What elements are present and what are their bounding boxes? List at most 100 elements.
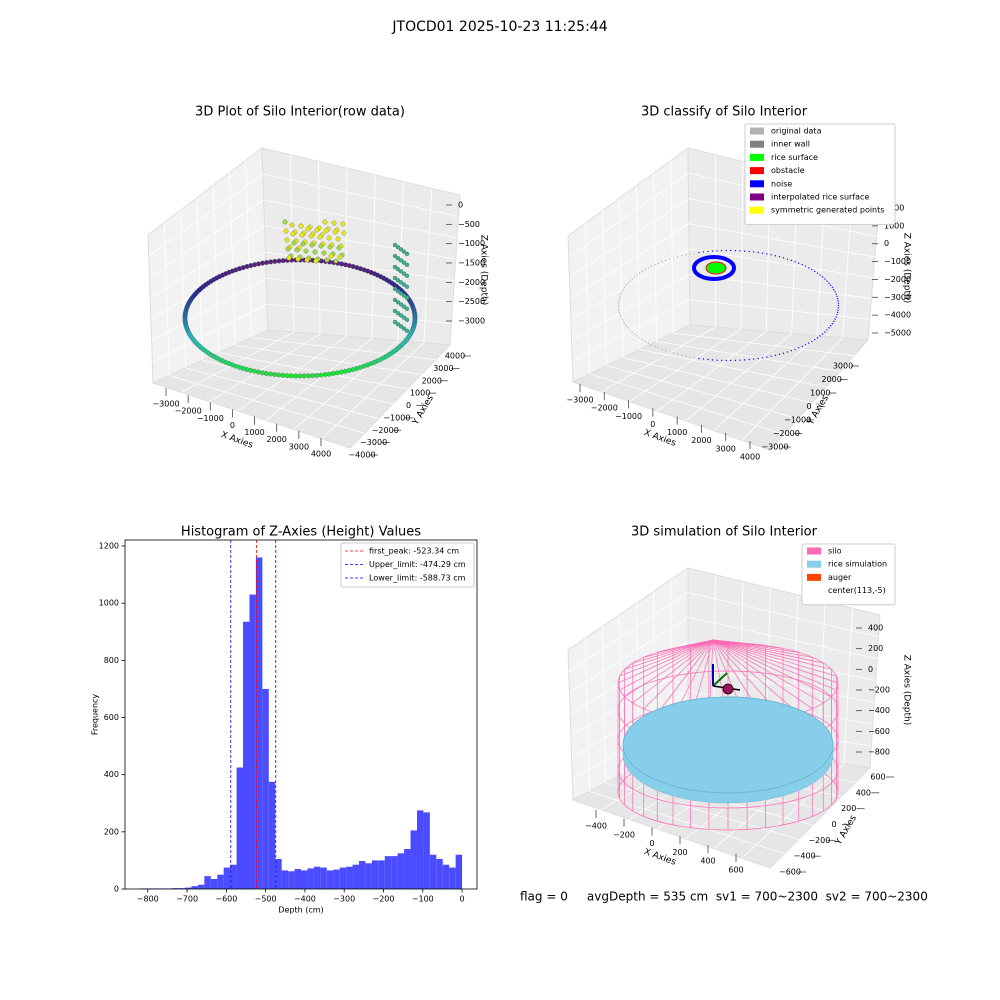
class-point <box>810 340 813 343</box>
legend-swatch <box>750 206 764 214</box>
class-point <box>618 300 620 302</box>
raw-point <box>252 262 258 268</box>
raw-point <box>404 295 410 300</box>
class-point <box>668 258 671 260</box>
silo-line <box>619 639 714 677</box>
y-axis-label: Y Axies <box>410 393 436 427</box>
z-tick-label: −3000 <box>884 293 911 302</box>
raw-point <box>392 319 398 325</box>
x-tick-label: 3000 <box>716 444 736 453</box>
histogram-bar <box>197 884 205 889</box>
histogram-bar <box>262 688 269 889</box>
class-cluster <box>705 261 727 275</box>
raw-point <box>260 260 266 266</box>
raw-point <box>327 244 333 250</box>
raw-point <box>342 368 348 374</box>
class-point <box>664 259 667 262</box>
raw-point <box>309 242 315 248</box>
raw-point <box>323 228 329 234</box>
class-point <box>831 322 834 325</box>
histogram-bar <box>301 870 308 889</box>
class-point <box>765 356 768 358</box>
pane-grid <box>196 197 393 405</box>
raw-point <box>317 234 323 240</box>
x-tick-label: 200 <box>672 848 687 857</box>
z-tick-label: 0 <box>868 665 873 674</box>
class-point <box>617 302 620 305</box>
pane-grid <box>321 188 433 440</box>
class-point <box>636 335 638 337</box>
y-tick-label: 800 <box>104 656 119 665</box>
class-point <box>834 318 836 321</box>
y-tick-label: 600 <box>870 773 885 782</box>
class-point <box>650 343 653 346</box>
figure-title: JTOCD01 2025-10-23 11:25:44 <box>391 19 607 35</box>
y-tick-label: 1000 <box>410 389 430 398</box>
class-point <box>804 265 807 268</box>
class-point <box>832 288 835 291</box>
histogram-bar <box>178 888 186 889</box>
raw-point <box>282 219 288 225</box>
class-point <box>831 286 834 289</box>
histogram-bar <box>326 870 334 889</box>
y-tick-label: 2000 <box>422 376 442 385</box>
raw-point <box>322 219 328 225</box>
class-point <box>618 309 620 311</box>
z-axis-label: Z Axies (Depth) <box>902 233 912 304</box>
class-point <box>828 282 830 284</box>
raw-point <box>401 282 407 287</box>
histogram-bar <box>384 856 392 889</box>
silo-line <box>712 639 839 684</box>
raw-point <box>398 291 404 296</box>
auger <box>722 683 734 695</box>
class-point <box>734 249 737 252</box>
raw-point <box>284 373 290 379</box>
x-tick-label: 600 <box>728 866 743 875</box>
pane-grid <box>619 614 813 826</box>
raw-point <box>401 293 407 298</box>
raw-point <box>264 260 270 265</box>
class-point <box>829 324 832 327</box>
pane-grid <box>713 181 826 431</box>
z-tick-label: −1000 <box>884 257 911 266</box>
pane-grid <box>670 160 855 357</box>
raw-point <box>294 247 300 253</box>
class-point <box>636 274 638 276</box>
raw-point <box>268 259 274 265</box>
histogram-bar <box>288 871 295 889</box>
pane-grid <box>572 299 870 362</box>
z-tick-label: 400 <box>868 624 883 633</box>
raw-point <box>322 372 328 378</box>
y-tick-label: −4000 <box>348 451 375 460</box>
raw-point <box>398 258 404 263</box>
pane-grid <box>569 616 878 694</box>
x-tick-label: 1000 <box>667 428 687 437</box>
silo-line <box>712 639 837 677</box>
class-point <box>661 260 663 263</box>
class-point <box>790 349 793 352</box>
x-tick-label: −200 <box>373 895 395 904</box>
raw-point <box>404 273 410 278</box>
class-point <box>821 333 824 335</box>
raw-point <box>304 257 310 263</box>
raw-point <box>280 258 286 264</box>
raw-point <box>297 373 303 379</box>
class-point <box>826 280 828 282</box>
silo-line <box>617 639 714 684</box>
z-tick-label: −3000 <box>458 317 485 326</box>
raw-point <box>283 228 289 234</box>
raw-point <box>333 258 339 264</box>
y-tick-label: −2000 <box>372 426 399 435</box>
histogram-bar <box>236 767 244 889</box>
class-point <box>794 348 796 351</box>
raw-point <box>326 235 332 241</box>
class-point <box>770 253 772 256</box>
raw-point <box>338 369 344 375</box>
histogram-bar <box>423 812 430 889</box>
raw-point <box>299 232 305 238</box>
histogram-bar <box>391 856 398 889</box>
raw-point <box>301 373 307 379</box>
pane-grid <box>148 173 459 257</box>
histogram-bar <box>442 864 450 889</box>
raw-point <box>284 237 290 243</box>
